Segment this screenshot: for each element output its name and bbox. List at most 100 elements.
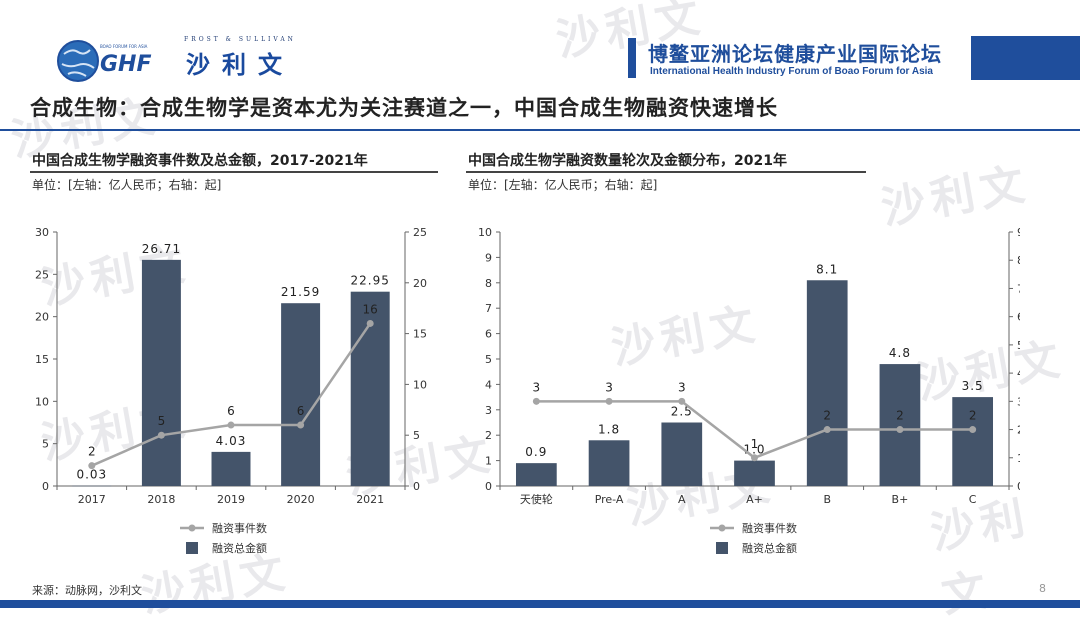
left-chart-title-underline	[30, 171, 438, 173]
left-axis-tick-label: 6	[485, 328, 492, 341]
legend-line-marker	[718, 524, 726, 532]
left-chart-title: 中国合成生物学融资事件数及总金额，2017-2021年	[32, 153, 368, 169]
right-axis-tick-label: 8	[1017, 254, 1020, 267]
forum-name-cn: 博鳌亚洲论坛健康产业国际论坛	[648, 42, 942, 66]
footer-bar	[0, 600, 1080, 608]
line-point	[751, 454, 758, 462]
page-number: 8	[1039, 582, 1046, 595]
fs-logo-main: 沙利文	[186, 50, 294, 79]
left-axis-tick-label: 0	[485, 480, 492, 493]
bar	[879, 364, 921, 486]
x-axis-tick-label: B+	[892, 493, 909, 506]
right-axis-tick-label: 20	[413, 277, 427, 290]
page-title: 合成生物：合成生物学是资本尤为关注赛道之一，中国合成生物融资快速增长	[30, 96, 778, 120]
line-value-label: 16	[363, 302, 378, 316]
bar	[515, 463, 557, 486]
line-point	[969, 426, 977, 434]
line-point	[896, 426, 904, 434]
right-axis-tick-label: 7	[1017, 282, 1020, 295]
line-value-label: 2	[88, 445, 96, 459]
bar	[588, 440, 630, 486]
left-axis-tick-label: 2	[485, 429, 492, 442]
line-value-label: 6	[227, 404, 235, 418]
line-value-label: 3	[533, 380, 541, 394]
line-value-label: 1	[751, 437, 759, 451]
x-axis-tick-label: 2018	[147, 493, 175, 506]
forum-accent-bar	[628, 38, 636, 78]
bar-value-label: 4.03	[216, 434, 247, 448]
left-axis-tick-label: 30	[35, 226, 49, 239]
bar-value-label: 1.8	[598, 422, 620, 436]
right-axis-tick-label: 0	[413, 480, 420, 493]
bar-value-label: 8.1	[816, 262, 838, 276]
x-axis-tick-label: 2019	[217, 493, 245, 506]
right-axis-tick-label: 9	[1017, 226, 1020, 239]
line-point	[88, 462, 96, 470]
left-axis-tick-label: 4	[485, 378, 492, 391]
left-axis-tick-label: 3	[485, 404, 492, 417]
left-axis-tick-label: 0	[42, 480, 49, 493]
bar	[734, 460, 775, 486]
x-axis-tick-label: Pre-A	[595, 493, 624, 506]
x-axis-tick-label: 天使轮	[520, 492, 553, 506]
footer-source: 来源：动脉网，沙利文	[32, 584, 142, 597]
bar	[72, 485, 112, 487]
frost-sullivan-logo: FROST & SULLIVAN 沙利文	[175, 36, 305, 79]
left-axis-tick-label: 10	[35, 395, 49, 408]
line-point	[366, 319, 374, 327]
bar	[661, 422, 703, 486]
line-point	[823, 426, 831, 434]
x-axis-tick-label: B	[823, 493, 831, 506]
right-axis-tick-label: 4	[1017, 367, 1020, 380]
right-axis-tick-label: 10	[413, 378, 427, 391]
x-axis-tick-label: A+	[746, 493, 763, 506]
right-chart: 0 1 2 3 4 5 6 7 8 9 10 0 1 2 3 4 5 6 7 8 9 天使轮 Pre-A A A+ B B+ C 0.9…	[478, 226, 1020, 555]
line-value-label: 3	[605, 380, 613, 394]
line-value-label: 5	[158, 414, 166, 428]
ghf-logo-caption: BOAO FORUM FOR ASIA	[100, 44, 148, 49]
legend-label-line: 融资事件数	[742, 522, 797, 535]
x-axis-tick-label: 2021	[356, 493, 384, 506]
legend-label-bar: 融资总金额	[742, 541, 797, 555]
left-axis-tick-label: 1	[485, 455, 492, 468]
left-axis-tick-label: 5	[42, 438, 49, 451]
line-value-label: 3	[678, 380, 686, 394]
line-value-label: 2	[896, 409, 904, 423]
right-axis-tick-label: 5	[413, 429, 420, 442]
forum-accent-block	[971, 36, 1080, 80]
x-axis-tick-label: A	[678, 493, 686, 506]
right-chart-title-underline	[466, 171, 866, 173]
legend-label-bar: 融资总金额	[212, 541, 267, 555]
left-axis-tick-label: 9	[485, 251, 492, 264]
bar	[952, 397, 994, 486]
line-point	[227, 421, 235, 429]
legend-label-line: 融资事件数	[212, 522, 267, 535]
line-value-label: 2	[823, 409, 831, 423]
bar-value-label: 4.8	[889, 346, 911, 360]
right-axis-tick-label: 6	[1017, 311, 1020, 324]
legend-line-marker	[188, 524, 196, 532]
line-point	[532, 397, 540, 405]
bar-value-label: 26.71	[142, 242, 181, 256]
right-axis-tick-label: 0	[1017, 480, 1020, 493]
forum-name-en: International Health Industry Forum of B…	[650, 66, 933, 77]
globe-icon: GHF BOAO FORUM FOR ASIA	[57, 40, 152, 82]
ghf-logo: GHF BOAO FORUM FOR ASIA	[56, 38, 156, 84]
right-axis-tick-label: 5	[1017, 339, 1020, 352]
title-divider	[0, 129, 1080, 131]
left-chart-unit: 单位：[左轴：亿人民币；右轴：起]	[32, 178, 222, 192]
bar-value-label: 0.9	[525, 445, 547, 459]
left-axis-tick-label: 25	[35, 268, 49, 281]
bar	[211, 451, 251, 486]
left-axis-tick-label: 8	[485, 277, 492, 290]
legend-bar-swatch	[716, 542, 728, 554]
right-chart-title: 中国合成生物学融资数量轮次及金额分布，2021年	[468, 153, 787, 169]
right-chart-unit: 单位：[左轴：亿人民币；右轴：起]	[468, 178, 658, 192]
left-axis-tick-label: 10	[478, 226, 492, 239]
left-axis-tick-label: 5	[485, 353, 492, 366]
bar	[806, 280, 848, 486]
right-axis-tick-label: 25	[413, 226, 427, 239]
bar-value-label: 3.5	[962, 379, 984, 393]
bar	[141, 259, 181, 486]
